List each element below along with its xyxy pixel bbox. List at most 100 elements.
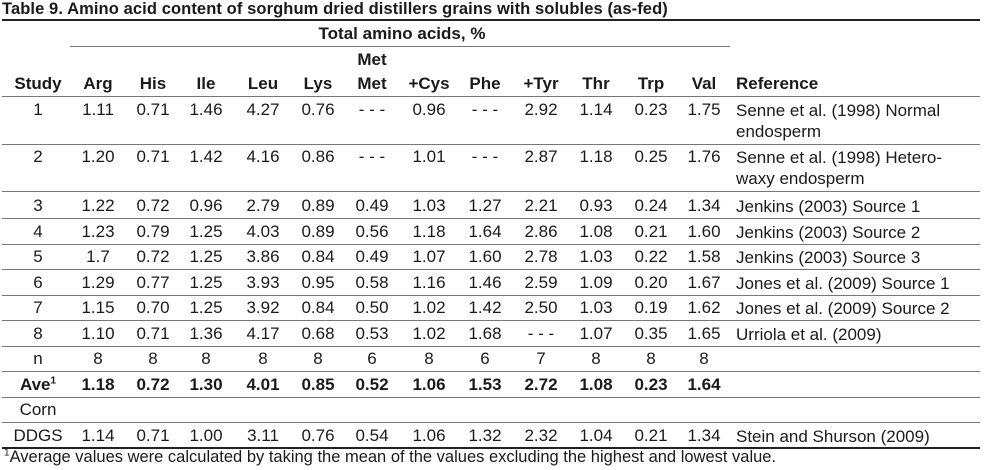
n-cell: 8 — [148, 349, 158, 368]
n-cell: 8 — [591, 349, 601, 368]
average-label: Ave1 — [0, 375, 78, 395]
average-cell: 1.64 — [687, 375, 721, 394]
column-header-ile: Ile — [196, 74, 216, 93]
data-cell: 1.68 — [468, 324, 502, 343]
data-cell: 0.49 — [355, 196, 389, 215]
data-cell: 1.18 — [579, 147, 613, 166]
n-cell: 6 — [367, 349, 377, 368]
data-cell: 1.23 — [81, 222, 115, 241]
ddgs-cell: 3.11 — [247, 426, 279, 445]
data-cell: 1.7 — [86, 247, 110, 266]
data-cell: 1.07 — [579, 324, 613, 343]
data-cell: 0.19 — [634, 298, 668, 317]
data-cell: 0.89 — [301, 222, 335, 241]
n-cell: 7 — [536, 349, 546, 368]
average-cell: 0.85 — [301, 375, 335, 394]
data-cell: 1.25 — [189, 298, 223, 317]
data-cell: 2.21 — [524, 196, 558, 215]
data-cell: 0.22 — [634, 247, 668, 266]
data-cell: 3.92 — [246, 298, 280, 317]
data-cell: 4.03 — [246, 222, 280, 241]
n-cell: 8 — [699, 349, 709, 368]
data-cell: 0.93 — [579, 196, 613, 215]
n-cell: 8 — [93, 349, 103, 368]
row-divider — [2, 371, 980, 372]
group-header: Total amino acids, % — [318, 24, 486, 43]
average-cell: 0.72 — [136, 375, 170, 394]
ddgs-cell: 0.21 — [634, 426, 668, 445]
data-cell: 0.86 — [301, 147, 335, 166]
data-cell: - - - — [358, 100, 386, 119]
table-title: Table 9. Amino acid content of sorghum d… — [2, 0, 668, 18]
data-cell: 1.03 — [579, 298, 613, 317]
ddgs-label: DDGS — [13, 426, 63, 445]
row-divider — [2, 269, 980, 270]
data-cell: - - - — [527, 324, 555, 343]
data-cell: 0.50 — [355, 298, 389, 317]
column-header-cys: +Cys — [408, 74, 450, 93]
data-cell: 1.03 — [412, 196, 446, 215]
data-cell: 1.14 — [579, 100, 613, 119]
data-cell: 1.07 — [412, 247, 446, 266]
data-cell: 1.18 — [412, 222, 446, 241]
data-cell: 1.09 — [579, 273, 613, 292]
row-divider — [2, 397, 980, 398]
reference-cell: Jones et al. (2009) Source 1 — [736, 274, 950, 293]
column-header-his: His — [139, 74, 167, 93]
data-cell: 3.93 — [246, 273, 280, 292]
data-cell: 0.84 — [301, 247, 335, 266]
data-cell: 0.23 — [634, 100, 668, 119]
data-cell: 4.17 — [246, 324, 280, 343]
n-cell: 8 — [313, 349, 323, 368]
data-cell: 0.84 — [301, 298, 335, 317]
data-cell: 2.59 — [524, 273, 558, 292]
data-cell: 1.60 — [468, 247, 502, 266]
data-cell: 1.36 — [189, 324, 223, 343]
data-cell: 0.53 — [355, 324, 389, 343]
data-cell: 0.72 — [136, 247, 170, 266]
data-cell: 1.22 — [81, 196, 115, 215]
study-number: 5 — [33, 247, 43, 266]
met-cys-header-prefix: Met — [357, 50, 387, 69]
row-divider — [2, 144, 980, 145]
data-cell: 0.70 — [136, 298, 170, 317]
footnote-marker: 1 — [4, 447, 10, 459]
data-cell: 2.78 — [524, 247, 558, 266]
study-number: 3 — [33, 196, 43, 215]
data-cell: 4.16 — [246, 147, 280, 166]
data-cell: 0.96 — [412, 100, 446, 119]
data-cell: 0.72 — [136, 196, 170, 215]
ddgs-cell: 0.54 — [355, 426, 389, 445]
data-cell: 2.87 — [524, 147, 558, 166]
average-footnote-marker: 1 — [50, 375, 57, 387]
data-cell: 0.71 — [136, 324, 170, 343]
data-cell: 0.96 — [189, 196, 223, 215]
data-cell: 1.25 — [189, 273, 223, 292]
data-cell: 1.42 — [468, 298, 502, 317]
top-rule — [2, 19, 980, 21]
data-cell: 0.89 — [301, 196, 335, 215]
reference-cell: Jones et al. (2009) Source 2 — [736, 299, 950, 318]
data-cell: 1.29 — [81, 273, 115, 292]
row-divider — [2, 320, 980, 321]
average-cell: 1.06 — [412, 375, 446, 394]
study-number: 4 — [33, 222, 43, 241]
ddgs-reference: Stein and Shurson (2009) — [736, 427, 930, 446]
data-cell: 1.76 — [687, 147, 721, 166]
data-cell: - - - — [471, 147, 499, 166]
data-cell: 1.27 — [468, 196, 502, 215]
data-cell: 0.95 — [301, 273, 335, 292]
average-cell: 1.30 — [189, 375, 223, 394]
ddgs-cell: 1.32 — [468, 426, 502, 445]
column-header-reference: Reference — [736, 74, 819, 93]
n-cell: 8 — [201, 349, 211, 368]
data-cell: 0.20 — [634, 273, 668, 292]
data-cell: 1.16 — [412, 273, 446, 292]
data-cell: 1.15 — [81, 298, 115, 317]
column-header-trp: Trp — [637, 74, 665, 93]
data-cell: 0.24 — [634, 196, 668, 215]
reference-cell: Jenkins (2003) Source 3 — [736, 248, 921, 267]
group-header-underline — [70, 46, 730, 47]
data-cell: 1.02 — [412, 324, 446, 343]
data-cell: 1.34 — [687, 196, 721, 215]
